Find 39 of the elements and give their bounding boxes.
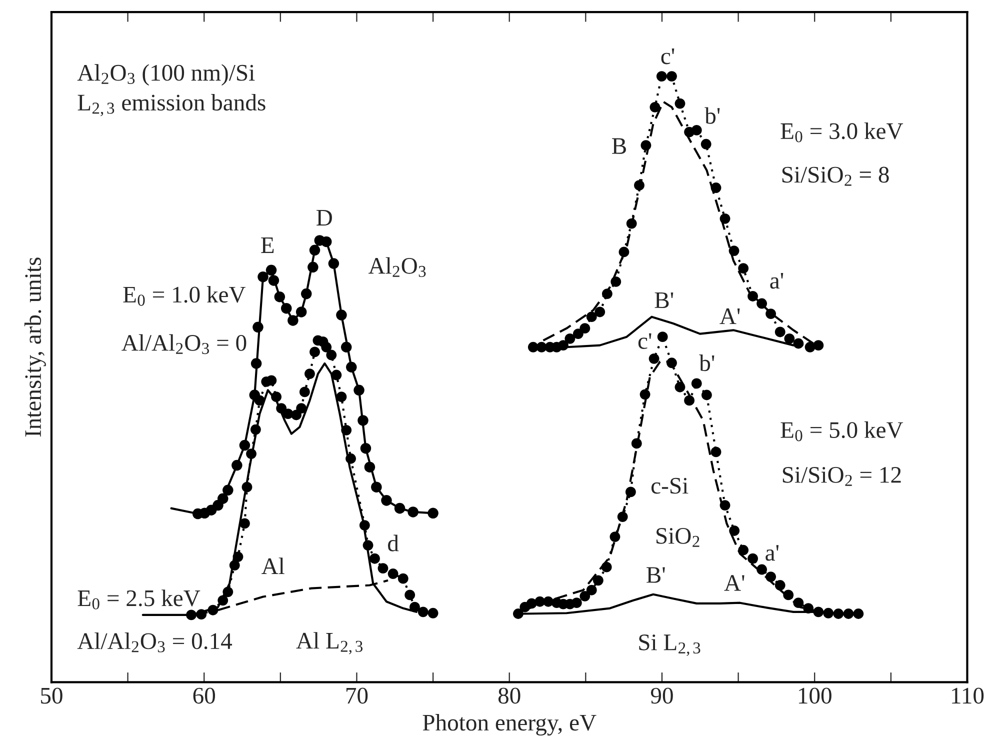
- annotation: b': [704, 107, 720, 124]
- x-tick-label: 110: [952, 688, 984, 704]
- annotation: E$_{0}$ = 1.0 keV: [123, 286, 246, 306]
- x-tick-label: 60: [193, 688, 216, 704]
- annotation: Al$_{2}$O$_{3}$: [368, 257, 426, 277]
- annotation: Si/SiO$_{2}$ = 8: [782, 166, 889, 186]
- annotation: Al: [262, 558, 284, 574]
- annotation: a': [770, 273, 784, 289]
- annotation: Si/SiO$_{2}$ = 12: [782, 467, 901, 486]
- text: c': [661, 48, 674, 64]
- annotation: Al/Al$_{2}$O$_{3}$ = 0.14: [77, 632, 232, 652]
- annotation: B': [646, 567, 665, 583]
- x-tick-label: 100: [798, 688, 832, 704]
- annotation: Al L$_{2,3}$: [296, 632, 363, 654]
- annotation: b': [699, 354, 714, 372]
- annotation: d: [388, 534, 399, 552]
- annotation: L$_{2,3}$ emission bands: [78, 94, 266, 116]
- annotation: A': [720, 308, 740, 324]
- annotation: E$_{0}$ = 2.5 keV: [78, 590, 200, 610]
- annotation: SiO$_{2}$: [656, 528, 700, 547]
- annotation: E$_{0}$ = 5.0 keV: [780, 421, 904, 442]
- annotation: E: [261, 237, 274, 253]
- annotation: Al$_{2}$O$_{3}$ (100 nm)/Si: [77, 64, 255, 86]
- annotation: D: [316, 210, 332, 226]
- annotation: c': [638, 333, 652, 350]
- x-tick-label: 80: [498, 688, 520, 704]
- annotation: B': [654, 292, 674, 308]
- annotation: a': [766, 545, 779, 561]
- annotation: A': [724, 575, 744, 591]
- annotation: B: [612, 138, 626, 154]
- annotation: E$_{0}$ = 3.0 keV: [780, 122, 904, 142]
- y-axis-title: Intensity, arb. units: [24, 258, 46, 437]
- x-axis-title: Photon energy, eV: [422, 714, 596, 736]
- x-tick-label: 50: [41, 688, 62, 704]
- x-tick-label: 90: [650, 688, 673, 704]
- x-tick-label: 70: [346, 688, 368, 704]
- annotation: Si L$_{2,3}$: [639, 634, 700, 656]
- annotation: Al/Al$_{2}$O$_{3}$ = 0: [122, 334, 246, 354]
- annotation: c-Si: [651, 478, 688, 494]
